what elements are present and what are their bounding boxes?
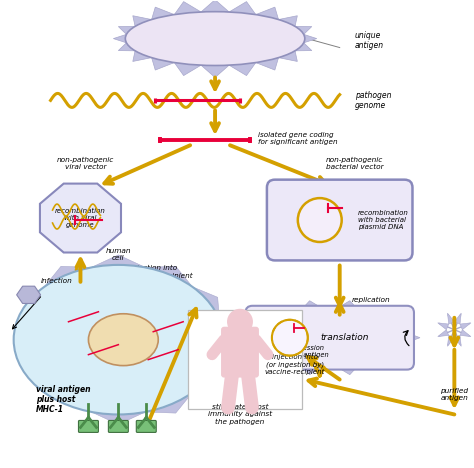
Polygon shape — [256, 7, 279, 20]
Polygon shape — [118, 26, 135, 34]
Polygon shape — [201, 0, 229, 12]
Text: recombination
with bacterial
plasmid DNA: recombination with bacterial plasmid DNA — [358, 210, 409, 230]
Polygon shape — [113, 34, 127, 43]
Polygon shape — [188, 310, 302, 410]
Polygon shape — [219, 320, 233, 359]
Polygon shape — [133, 51, 152, 61]
Polygon shape — [363, 308, 390, 322]
FancyBboxPatch shape — [137, 420, 156, 432]
Text: infection: infection — [41, 278, 73, 284]
Polygon shape — [229, 1, 256, 15]
Circle shape — [298, 198, 342, 242]
Text: pathogen: pathogen — [192, 34, 238, 44]
Polygon shape — [17, 286, 41, 303]
Polygon shape — [279, 16, 297, 26]
Polygon shape — [192, 287, 219, 320]
Text: purified
antigen: purified antigen — [440, 388, 468, 401]
Text: injection into
(or ingestion by)
vaccine-recipient: injection into (or ingestion by) vaccine… — [264, 354, 325, 375]
Circle shape — [227, 309, 253, 335]
Text: non-pathogenic
viral vector: non-pathogenic viral vector — [57, 157, 114, 170]
Polygon shape — [133, 16, 152, 26]
Ellipse shape — [125, 12, 305, 66]
Text: isolated gene coding
for significant antigen: isolated gene coding for significant ant… — [258, 132, 337, 145]
Polygon shape — [201, 65, 229, 78]
Polygon shape — [460, 323, 471, 330]
Polygon shape — [174, 1, 201, 15]
Polygon shape — [438, 323, 449, 330]
Polygon shape — [91, 255, 146, 267]
Text: stimulates host
immunity against
the pathogen: stimulates host immunity against the pat… — [208, 404, 272, 424]
Polygon shape — [256, 58, 279, 70]
Polygon shape — [248, 343, 269, 354]
Text: replication: replication — [352, 297, 390, 303]
Polygon shape — [295, 26, 312, 34]
Text: viral antigen
plus host
MHC-1: viral antigen plus host MHC-1 — [36, 385, 90, 414]
Polygon shape — [152, 58, 174, 70]
Polygon shape — [174, 63, 201, 75]
Text: pathogen
genome: pathogen genome — [355, 91, 391, 110]
Polygon shape — [269, 308, 296, 322]
Polygon shape — [239, 332, 255, 343]
Polygon shape — [330, 360, 363, 374]
Polygon shape — [296, 301, 330, 315]
Polygon shape — [455, 336, 461, 346]
Polygon shape — [229, 63, 256, 75]
Polygon shape — [269, 353, 296, 367]
Text: human
cell: human cell — [106, 249, 131, 262]
Polygon shape — [438, 330, 449, 336]
FancyBboxPatch shape — [267, 180, 412, 260]
Polygon shape — [460, 330, 471, 336]
Polygon shape — [45, 266, 91, 287]
FancyBboxPatch shape — [109, 420, 128, 432]
Text: translation: translation — [261, 332, 300, 338]
Ellipse shape — [14, 265, 223, 415]
Polygon shape — [304, 34, 317, 43]
Polygon shape — [363, 353, 390, 367]
Ellipse shape — [89, 314, 158, 366]
Polygon shape — [447, 336, 455, 346]
Polygon shape — [91, 412, 146, 424]
Text: translation: translation — [320, 333, 369, 342]
Text: unique
antigen: unique antigen — [355, 31, 384, 50]
FancyBboxPatch shape — [246, 306, 414, 370]
Circle shape — [272, 320, 308, 356]
Polygon shape — [405, 332, 420, 343]
Polygon shape — [330, 301, 363, 315]
Polygon shape — [118, 43, 135, 51]
Polygon shape — [146, 266, 192, 287]
Polygon shape — [390, 343, 411, 354]
Polygon shape — [248, 321, 269, 332]
FancyBboxPatch shape — [221, 327, 259, 378]
Polygon shape — [279, 51, 297, 61]
Polygon shape — [295, 43, 312, 51]
Polygon shape — [447, 313, 455, 324]
Text: recombination
with viral
genome: recombination with viral genome — [55, 208, 106, 228]
Text: injection into
vaccine-recipient: injection into vaccine-recipient — [130, 265, 193, 278]
Polygon shape — [455, 313, 461, 324]
Polygon shape — [40, 183, 121, 253]
Text: surface expression
of pathogen antigen: surface expression of pathogen antigen — [261, 345, 328, 358]
Text: non-pathogenic
bacterial vector: non-pathogenic bacterial vector — [326, 157, 383, 170]
Polygon shape — [390, 321, 411, 332]
Polygon shape — [146, 393, 192, 413]
Polygon shape — [192, 359, 219, 393]
Polygon shape — [296, 360, 330, 374]
FancyBboxPatch shape — [79, 420, 99, 432]
Polygon shape — [152, 7, 174, 20]
